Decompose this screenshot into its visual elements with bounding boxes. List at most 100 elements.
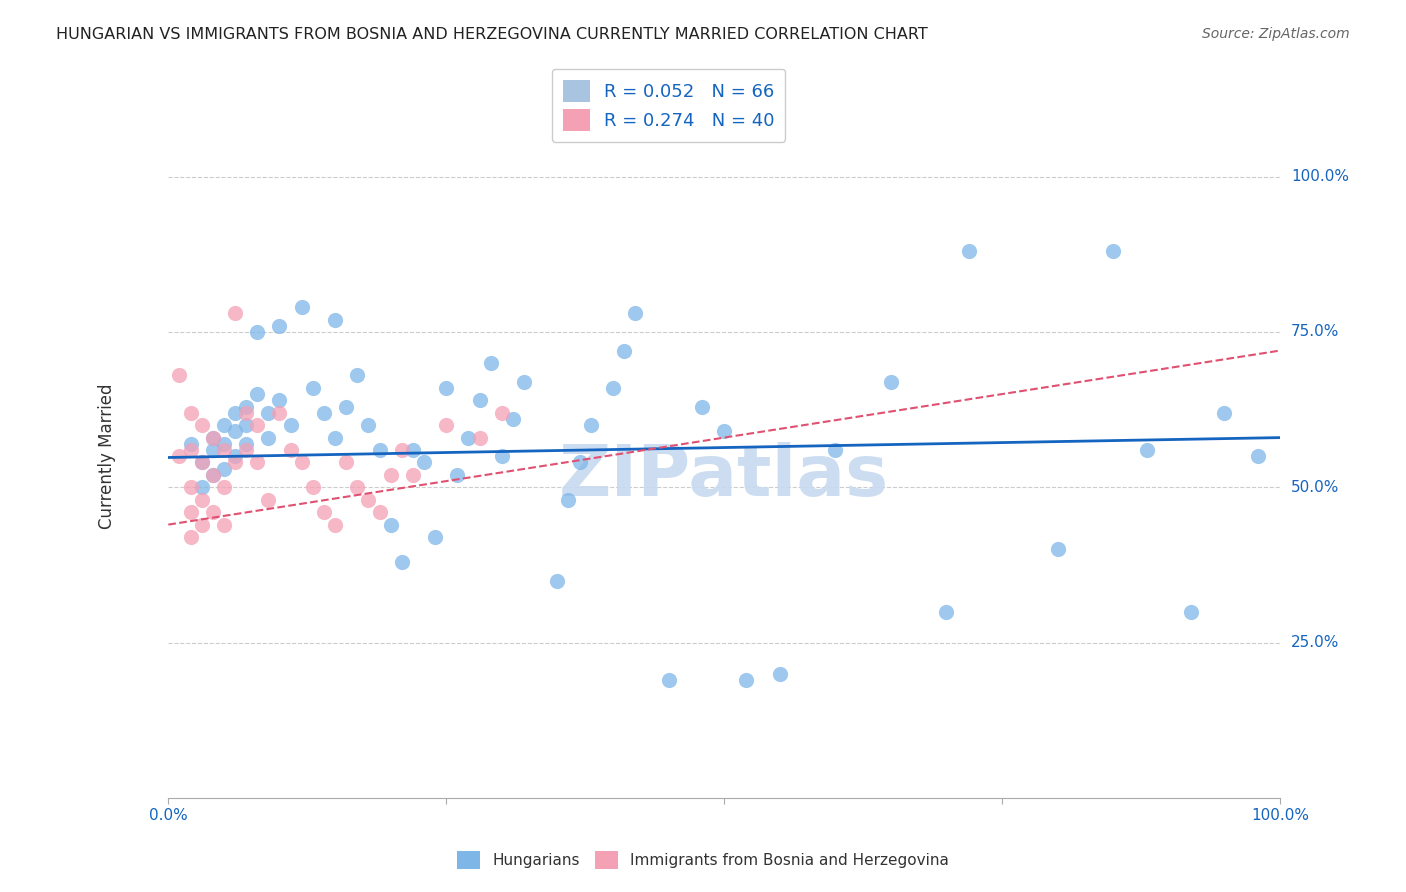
Point <box>224 306 246 320</box>
Point <box>323 312 346 326</box>
Point <box>546 574 568 588</box>
Point <box>190 480 212 494</box>
Point <box>957 244 980 259</box>
Point <box>602 381 624 395</box>
Point <box>190 517 212 532</box>
Point <box>201 505 224 519</box>
Point <box>246 325 269 339</box>
Point <box>246 418 269 433</box>
Point <box>235 443 257 458</box>
Point <box>301 480 323 494</box>
Point <box>201 443 224 458</box>
Point <box>357 418 380 433</box>
Point <box>713 425 735 439</box>
Text: Source: ZipAtlas.com: Source: ZipAtlas.com <box>1202 27 1350 41</box>
Point <box>212 437 235 451</box>
Point <box>735 673 758 687</box>
Text: 50.0%: 50.0% <box>1291 480 1340 495</box>
Point <box>391 443 413 458</box>
Text: 25.0%: 25.0% <box>1291 635 1340 650</box>
Point <box>190 418 212 433</box>
Point <box>468 393 491 408</box>
Point <box>169 449 191 463</box>
Point <box>368 505 391 519</box>
Legend: R = 0.052   N = 66, R = 0.274   N = 40: R = 0.052 N = 66, R = 0.274 N = 40 <box>551 69 786 142</box>
Point <box>269 393 291 408</box>
Point <box>568 455 591 469</box>
Point <box>280 443 302 458</box>
Point <box>502 412 524 426</box>
Point <box>1247 449 1270 463</box>
Point <box>935 605 957 619</box>
Point <box>335 455 357 469</box>
Point <box>434 418 457 433</box>
Point <box>224 455 246 469</box>
Point <box>880 375 903 389</box>
Point <box>824 443 846 458</box>
Point <box>491 406 513 420</box>
Point <box>180 480 202 494</box>
Point <box>235 406 257 420</box>
Point <box>312 406 335 420</box>
Point <box>1213 406 1236 420</box>
Point <box>557 492 579 507</box>
Point <box>212 517 235 532</box>
Point <box>380 517 402 532</box>
Point <box>224 425 246 439</box>
Point <box>690 400 713 414</box>
Point <box>269 406 291 420</box>
Point <box>246 455 269 469</box>
Point <box>423 530 446 544</box>
Point <box>257 492 280 507</box>
Point <box>201 467 224 482</box>
Point <box>402 443 425 458</box>
Point <box>190 455 212 469</box>
Point <box>246 387 269 401</box>
Point <box>769 666 792 681</box>
Text: ZIPatlas: ZIPatlas <box>560 442 889 511</box>
Point <box>1180 605 1202 619</box>
Legend: Hungarians, Immigrants from Bosnia and Herzegovina: Hungarians, Immigrants from Bosnia and H… <box>451 845 955 875</box>
Point <box>1046 542 1069 557</box>
Point <box>624 306 647 320</box>
Point <box>434 381 457 395</box>
Point <box>402 467 425 482</box>
Text: Currently Married: Currently Married <box>98 384 117 529</box>
Point <box>180 505 202 519</box>
Point <box>1135 443 1157 458</box>
Text: 75.0%: 75.0% <box>1291 325 1340 340</box>
Point <box>323 431 346 445</box>
Point <box>323 517 346 532</box>
Point <box>468 431 491 445</box>
Point <box>368 443 391 458</box>
Point <box>235 400 257 414</box>
Point <box>235 437 257 451</box>
Text: HUNGARIAN VS IMMIGRANTS FROM BOSNIA AND HERZEGOVINA CURRENTLY MARRIED CORRELATIO: HUNGARIAN VS IMMIGRANTS FROM BOSNIA AND … <box>56 27 928 42</box>
Point <box>212 443 235 458</box>
Point <box>513 375 536 389</box>
Point <box>413 455 436 469</box>
Point <box>479 356 502 370</box>
Point <box>212 418 235 433</box>
Point <box>457 431 479 445</box>
Text: 100.0%: 100.0% <box>1291 169 1348 184</box>
Point <box>446 467 468 482</box>
Point <box>291 300 314 314</box>
Point <box>357 492 380 507</box>
Point <box>257 406 280 420</box>
Point <box>280 418 302 433</box>
Point <box>190 455 212 469</box>
Point <box>391 555 413 569</box>
Point <box>224 449 246 463</box>
Point <box>180 443 202 458</box>
Point <box>201 431 224 445</box>
Point <box>169 368 191 383</box>
Point <box>201 431 224 445</box>
Point <box>235 418 257 433</box>
Point <box>212 480 235 494</box>
Point <box>579 418 602 433</box>
Point <box>201 467 224 482</box>
Point <box>657 673 679 687</box>
Point <box>346 368 368 383</box>
Point <box>180 406 202 420</box>
